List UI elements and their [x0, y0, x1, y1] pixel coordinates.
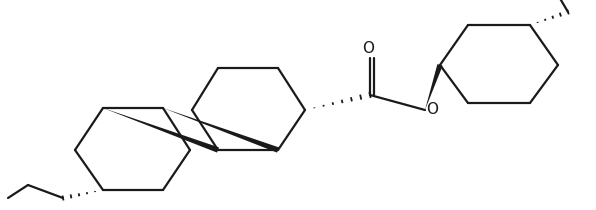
- Polygon shape: [425, 64, 443, 110]
- Polygon shape: [103, 108, 219, 153]
- Polygon shape: [163, 108, 279, 153]
- Text: O: O: [362, 41, 374, 56]
- Text: O: O: [426, 101, 438, 117]
